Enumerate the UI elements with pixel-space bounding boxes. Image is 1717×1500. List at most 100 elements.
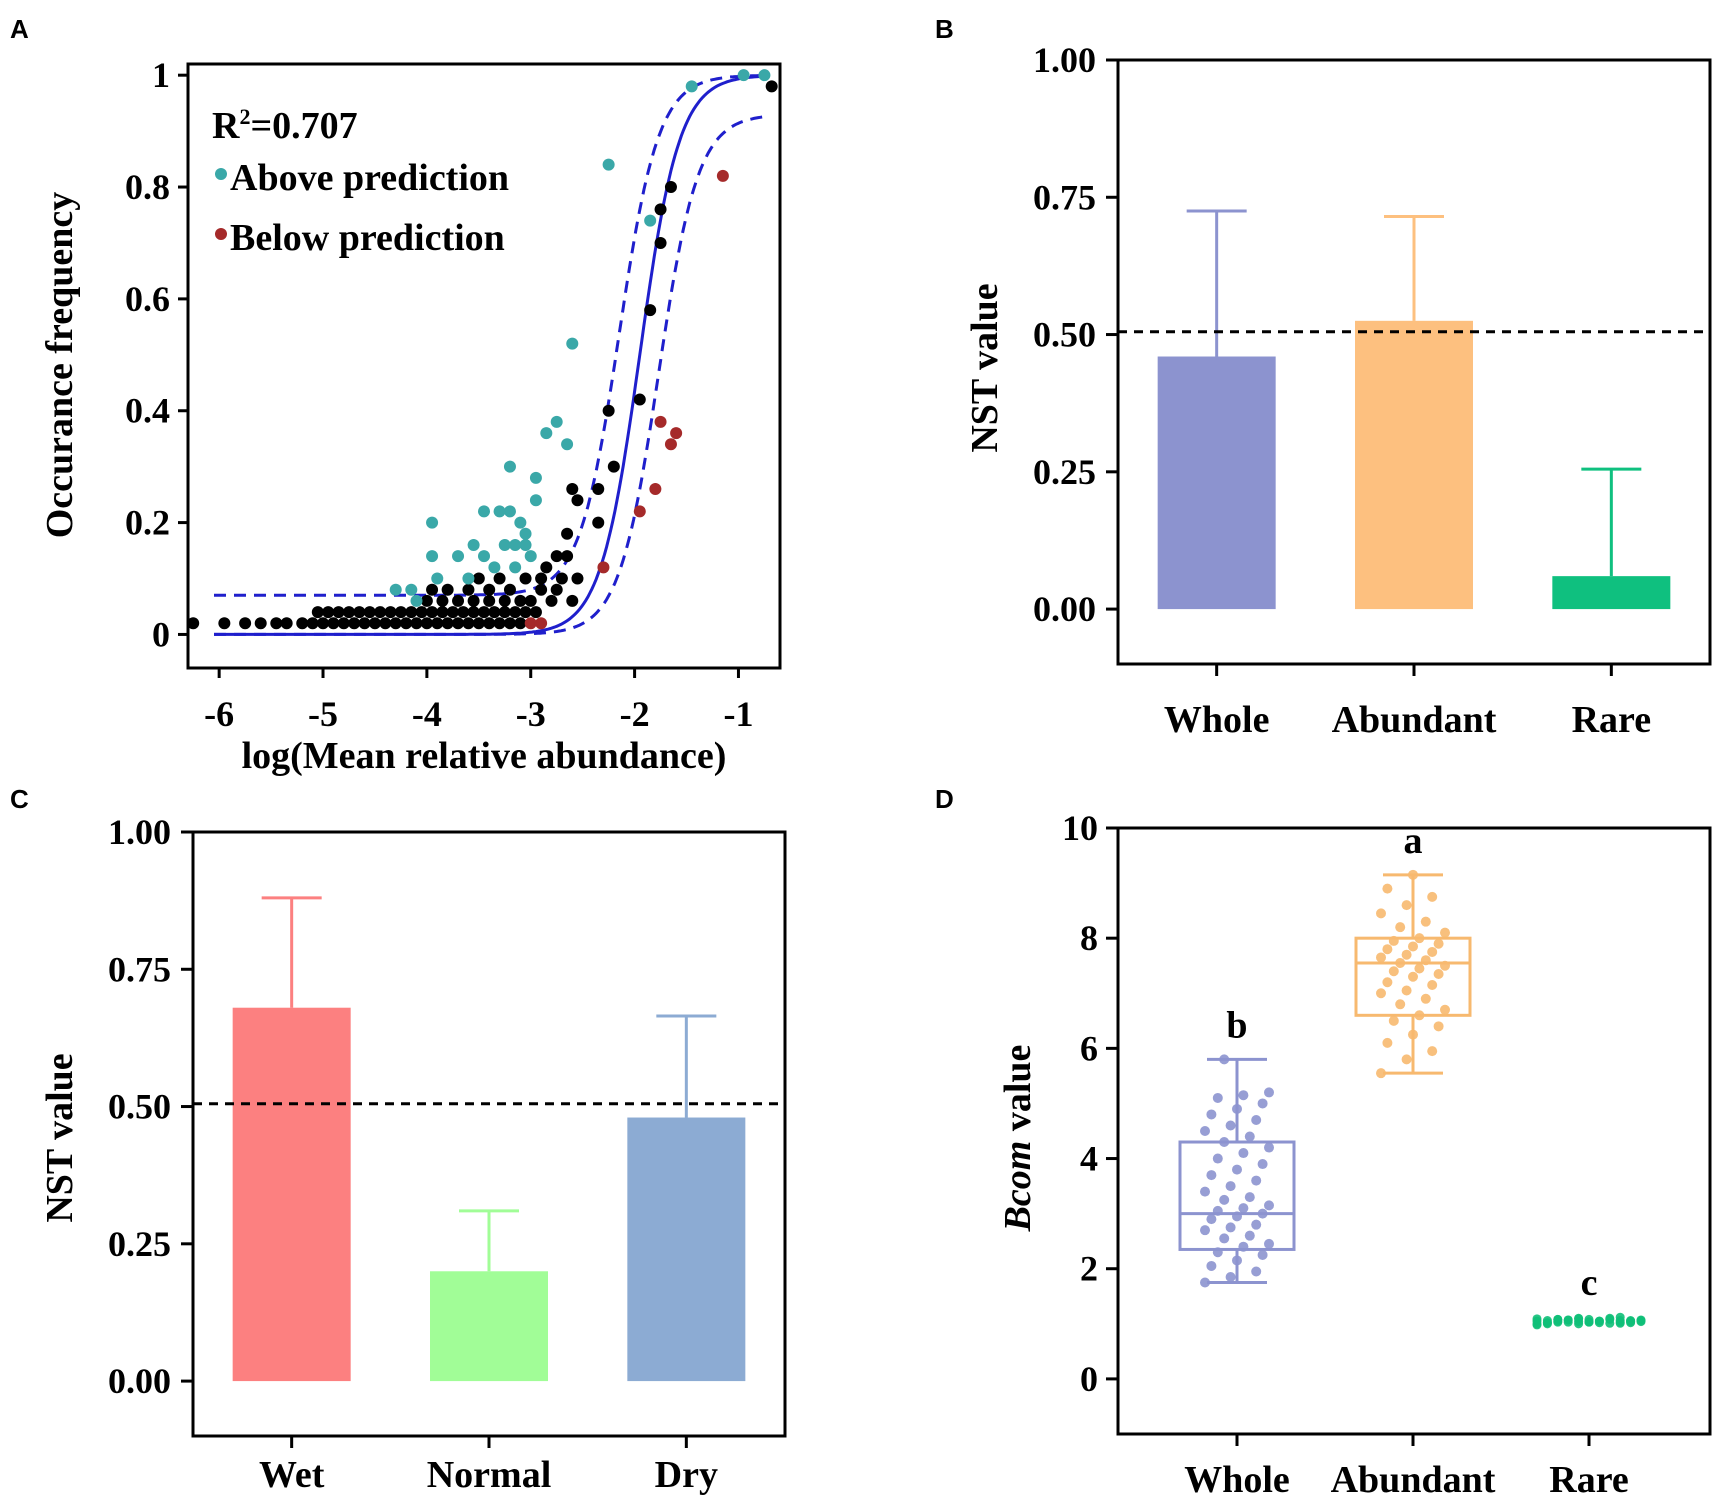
panel-d-point (1542, 1318, 1552, 1328)
panel-a-point (218, 617, 231, 630)
panel-d-point (1433, 1021, 1444, 1032)
panel-c-category-label: Wet (259, 1454, 325, 1496)
panel-d-point (1212, 1205, 1223, 1216)
panel-a-point (426, 550, 439, 563)
panel-d-point (1563, 1317, 1573, 1327)
panel-d-point (1200, 1277, 1210, 1288)
panel-d-significance-letter: b (1226, 1004, 1247, 1046)
panel-d-point (1401, 985, 1412, 996)
panel-d-point (1251, 1114, 1262, 1125)
panel-a-point (633, 505, 646, 518)
panel-c-y-tick-label: 1.00 (108, 812, 171, 852)
panel-b-category-label: Rare (1572, 699, 1652, 741)
panel-d-point (1382, 944, 1393, 955)
panel-b-y-tick-label: 0.75 (1033, 177, 1096, 217)
panel-c-bar-chart: 0.00 0.25 0.50 0.75 1.00 Wet Normal Dry NST val… (39, 812, 787, 1496)
panel-a-point (483, 594, 496, 607)
panel-a-point (384, 606, 397, 619)
panel-d-point (1408, 1029, 1418, 1040)
panel-a-point (311, 606, 324, 619)
panel-d-category-label: Abundant (1331, 1459, 1496, 1500)
panel-d-point (1200, 1126, 1210, 1136)
panel-b-bar-abundant (1355, 320, 1473, 610)
panel-a-point (493, 505, 506, 518)
panel-a-point (571, 494, 584, 507)
panel-d-point (1251, 1175, 1262, 1186)
panel-d-point (1553, 1317, 1563, 1327)
panel-d-point (1395, 957, 1406, 968)
panel-a-point (462, 617, 475, 630)
panel-a-r2-annotation: R2=0.707 (212, 104, 358, 147)
panel-a-point (353, 606, 366, 619)
panel-a-point (452, 594, 465, 607)
panel-d-point (1232, 1164, 1242, 1175)
panel-a-point (467, 538, 480, 551)
panel-d-point (1414, 1010, 1425, 1021)
panel-d-point (1427, 1046, 1438, 1057)
panel-a-point (187, 617, 200, 630)
legend-below-label: Below prediction (230, 217, 505, 259)
panel-d-point (1212, 1153, 1223, 1164)
panel-d-point (1212, 1092, 1223, 1103)
panel-a-point (478, 606, 490, 619)
panel-d-point (1440, 1004, 1450, 1015)
panel-a-point (436, 594, 449, 607)
panel-d-point (1420, 993, 1431, 1004)
panel-a-y-tick-label: 1 (152, 55, 170, 95)
panel-a-point (441, 617, 454, 630)
panel-d-point (1440, 960, 1450, 971)
panel-a-x-tick-label: -5 (308, 694, 338, 734)
panel-d-point (1257, 1249, 1268, 1260)
panel-d-point (1219, 1137, 1230, 1148)
legend-above-label: Above prediction (230, 157, 509, 199)
panel-a-point (602, 158, 615, 171)
panel-b-y-axis-title: NST value (964, 283, 1006, 452)
panel-d-box (1178, 1140, 1296, 1251)
r2-value: =0.707 (250, 105, 357, 147)
panel-c-y-tick-label: 0.25 (108, 1224, 171, 1264)
panel-d-box (1354, 936, 1472, 1017)
panel-d-point (1244, 1230, 1255, 1241)
panel-d-significance-letter: c (1581, 1262, 1598, 1304)
panel-a-x-tick-label: -1 (723, 694, 753, 734)
panel-d-point (1225, 1222, 1236, 1233)
panel-d-point (1420, 955, 1431, 966)
panel-b-y-tick-label: 0.00 (1033, 589, 1096, 629)
panel-a-point (431, 572, 444, 585)
panel-a-point (765, 80, 778, 93)
panel-a-point (540, 427, 553, 440)
panel-a-point (561, 438, 574, 451)
panel-a-point (296, 617, 309, 630)
panel-d-point (1427, 980, 1438, 991)
panel-a-point (441, 583, 454, 596)
panel-a-y-tick-label: 0.4 (125, 391, 170, 431)
panel-a-point (467, 606, 480, 619)
panel-a-point (644, 214, 657, 227)
panel-a-point (607, 460, 620, 473)
panel-a-point (358, 617, 371, 630)
panel-d-y-tick-label: 4 (1080, 1139, 1098, 1179)
panel-d-point (1244, 1131, 1255, 1142)
panel-a-point (400, 617, 413, 630)
panel-d-point (1395, 922, 1406, 933)
panel-a-point (410, 594, 423, 607)
panel-c-y-tick-label: 0.75 (108, 949, 171, 989)
panel-a-point (498, 606, 511, 619)
panel-d-point (1264, 1200, 1274, 1211)
panel-a-point (446, 606, 459, 619)
panel-d-point (1251, 1266, 1262, 1277)
panel-a-point (462, 583, 475, 596)
panel-a-point (270, 617, 283, 630)
panel-a-point (664, 181, 677, 194)
panel-a-point (317, 617, 330, 630)
panel-d-point (1206, 1170, 1217, 1181)
panel-a-point (550, 415, 563, 428)
panel-a-point (348, 617, 361, 630)
panel-a-point (685, 80, 698, 93)
r2-r: R (212, 105, 240, 147)
panel-a-point (654, 203, 667, 216)
panel-a-point (457, 606, 470, 619)
panel-a-point (514, 594, 527, 607)
panel-d-point (1264, 1087, 1274, 1098)
panel-a-point (509, 606, 522, 619)
